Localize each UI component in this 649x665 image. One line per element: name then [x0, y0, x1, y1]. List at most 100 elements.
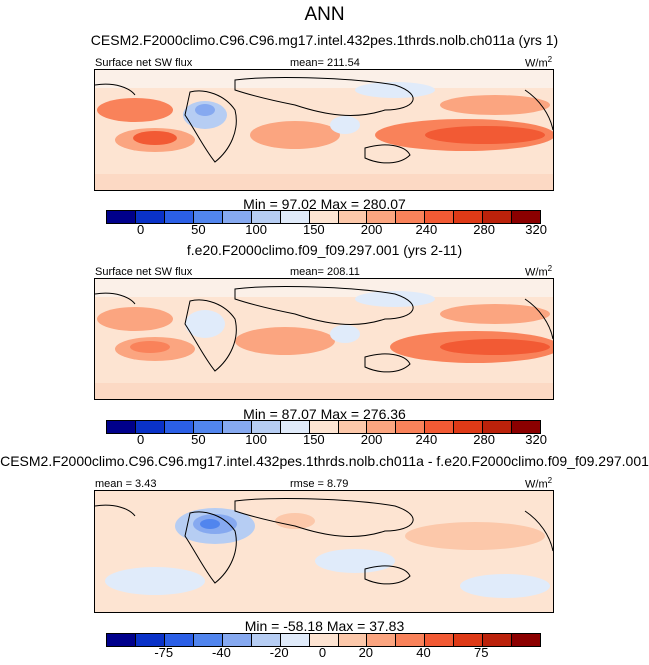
panel3-colorbar-swatch — [309, 634, 339, 646]
panel2-field-plot — [95, 279, 553, 399]
panel2-arctic-field — [95, 279, 553, 297]
panel3-minmax: Min = -58.18 Max = 37.83 — [244, 618, 405, 634]
figure-title: ANN — [304, 4, 345, 25]
panel2-case-label: f.e20.F2000climo.f09_f09.297.001 (yrs 2-… — [186, 242, 463, 258]
panel2-colorbar-swatch — [193, 421, 223, 433]
panel3-colorbar-swatch — [483, 634, 513, 646]
panel2-colorbar-swatch — [280, 421, 310, 433]
panel2-north-pacific-field — [440, 304, 550, 324]
panel3-mean-label: mean = 3.43 — [95, 478, 157, 490]
panel1-colorbar-swatch — [135, 211, 165, 223]
panel1-colorbar-tick-label: 200 — [360, 222, 383, 237]
panel2-colorbar-swatch — [483, 421, 513, 433]
panel3-americas-coast — [95, 504, 553, 552]
panel3-colorbar-swatch — [512, 634, 541, 646]
panel2-africa-low — [185, 310, 225, 338]
panel2-mean-label: mean= 208.11 — [290, 266, 360, 278]
panel2-colorbar-swatch — [164, 421, 194, 433]
panel1-americas-coast — [95, 83, 553, 131]
panel3-map — [94, 490, 554, 613]
panel1-map — [94, 69, 554, 191]
panel2-map — [94, 278, 554, 400]
panel2-colorbar-tick-label: 150 — [302, 432, 325, 447]
panel3-colorbar-swatch — [454, 634, 484, 646]
panel3-rmse-label: rmse = 8.79 — [290, 478, 349, 490]
panel2-asia-low — [355, 291, 435, 307]
panel3-colorbar-swatch — [164, 634, 194, 646]
panel1-sahara-low — [195, 104, 215, 116]
panel2-south-atlantic-max — [130, 341, 170, 353]
panel1-colorbar — [106, 210, 541, 224]
panel1-colorbar-tick-label: 320 — [525, 222, 547, 237]
panel2-indian-ocean-field — [235, 327, 335, 355]
panel2-colorbar-swatch — [222, 421, 252, 433]
panel1-colorbar-swatch — [512, 211, 541, 223]
panel3-colorbar-swatch — [135, 634, 165, 646]
panel3-colorbar-swatch — [222, 634, 252, 646]
panel1-colorbar-swatch — [164, 211, 194, 223]
panel2-units-label: W/m2 — [525, 264, 553, 279]
panel2-maritime-continent-low — [330, 325, 360, 343]
panel1-colorbar-ticks: 0 50 100 150 200 240 280 320 — [106, 222, 547, 238]
panel1-variable-label: Surface net SW flux — [95, 57, 193, 69]
panel3-colorbar-tick-label: -40 — [212, 645, 231, 660]
panel3-south-pacific-negative — [460, 574, 550, 598]
panel3-colorbar-swatch — [280, 634, 310, 646]
panel1-australia-coast — [364, 144, 411, 164]
panel3-colorbar-tick-label: 40 — [416, 645, 431, 660]
panel3-arabia-positive — [275, 513, 315, 529]
panel1-southern-field — [95, 174, 553, 190]
panel1-colorbar-swatch — [107, 211, 136, 223]
panel1-north-atlantic-high — [97, 98, 173, 122]
panel3-sahara-min — [200, 519, 220, 529]
panel2-colorbar-swatch — [396, 421, 426, 433]
panel3-colorbar-tick-label: 0 — [318, 645, 327, 660]
panel3-africa-coast — [184, 511, 237, 584]
panel2-variable-label: Surface net SW flux — [95, 266, 193, 278]
panel1-pacific-max — [425, 126, 545, 144]
panel3-south-atlantic-negative — [105, 567, 205, 595]
panel3-colorbar-swatch — [396, 634, 426, 646]
panel3-colorbar-tick-label: -20 — [269, 645, 289, 660]
panel1-colorbar-tick-label: 50 — [191, 222, 206, 237]
panel2-eurasia-coast — [234, 286, 414, 325]
panel2-colorbar-tick-label: 100 — [245, 432, 267, 447]
panel1-colorbar-swatch — [222, 211, 252, 223]
panel1-colorbar-tick-label: 150 — [302, 222, 325, 237]
panel2-colorbar-swatch — [107, 421, 136, 433]
panel2-minmax: Min = 87.07 Max = 276.36 — [243, 406, 406, 422]
panel1-colorbar-swatch — [338, 211, 368, 223]
panel2-colorbar-swatch — [135, 421, 165, 433]
panel1-colorbar-swatch — [454, 211, 484, 223]
panel2-colorbar — [106, 420, 541, 434]
panel1-south-atlantic-max — [133, 131, 177, 145]
panel1-indian-ocean-field — [250, 121, 340, 149]
panel2-colorbar-swatch — [425, 421, 455, 433]
panel2-colorbar-swatch — [512, 421, 541, 433]
panel2-southern-field — [95, 383, 553, 399]
panel2-colorbar-tick-label: 50 — [191, 432, 206, 447]
panel2-africa-coast — [184, 299, 237, 372]
panel2-north-atlantic-high — [97, 307, 173, 331]
panel1-colorbar-swatch — [367, 211, 397, 223]
panel3-colorbar-tick-label: -75 — [154, 645, 174, 660]
panel2-colorbar-swatch — [309, 421, 339, 433]
panel3-colorbar-swatch — [107, 634, 136, 646]
panel3-colorbar-ticks: -75 -40 -20 0 20 40 75 — [106, 645, 539, 661]
panel3-colorbar-tick-label: 20 — [358, 645, 374, 660]
panel1-colorbar-swatch — [251, 211, 281, 223]
panel1-mean-label: mean= 211.54 — [290, 57, 360, 69]
panel1-colorbar-swatch — [193, 211, 223, 223]
panel1-north-pacific-field — [440, 95, 550, 115]
panel2-colorbar-tick-label: 240 — [415, 432, 438, 447]
panel3-indian-negative — [315, 549, 395, 573]
panel1-arctic-field — [95, 70, 553, 88]
panel1-case-label: CESM2.F2000climo.C96.C96.mg17.intel.432p… — [90, 32, 559, 48]
panel3-australia-coast — [364, 565, 411, 585]
panel1-colorbar-tick-label: 0 — [137, 222, 145, 237]
panel3-case-label: CESM2.F2000climo.C96.C96.mg17.intel.432p… — [0, 453, 649, 469]
panel1-field-plot — [95, 70, 553, 190]
panel2-colorbar-tick-label: 200 — [360, 432, 383, 447]
panel1-colorbar-swatch — [396, 211, 426, 223]
panel1-colorbar-tick-label: 240 — [415, 222, 438, 237]
